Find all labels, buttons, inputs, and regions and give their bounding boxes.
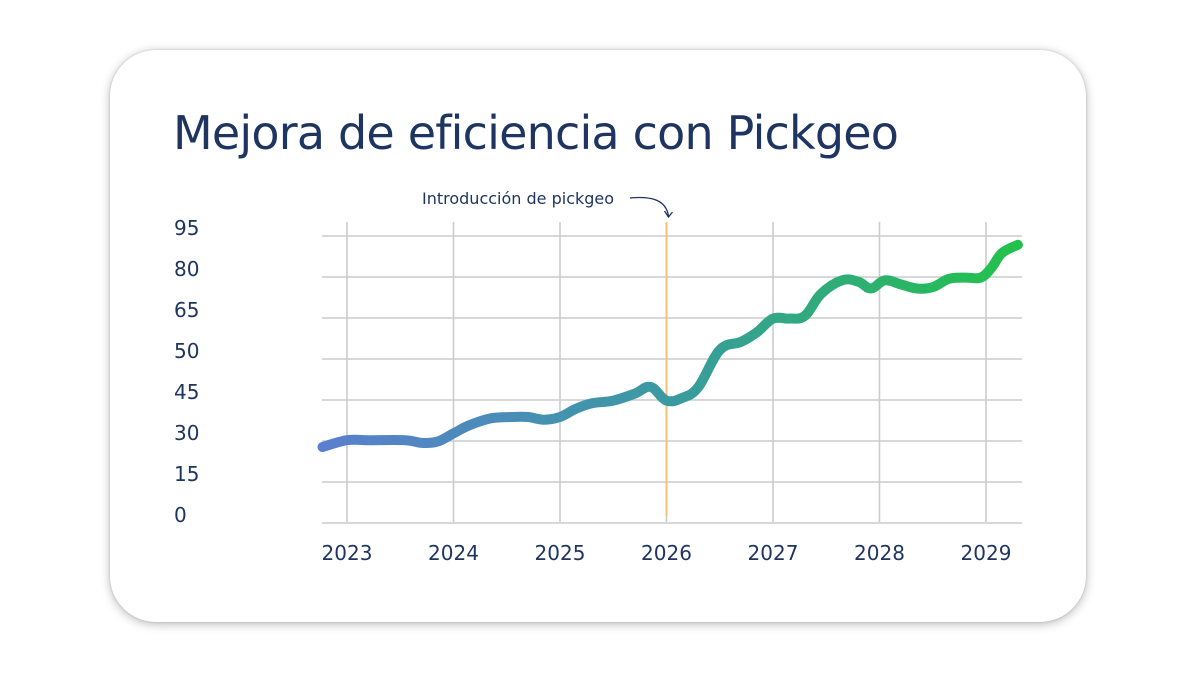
y-tick-label: 80 (174, 257, 199, 281)
x-tick-label: 2023 (322, 541, 373, 565)
x-axis: 2023 2024 2025 2026 2027 2028 2029 (322, 541, 1012, 565)
x-tick-label: 2026 (641, 541, 692, 565)
x-tick-label: 2029 (961, 541, 1012, 565)
y-tick-label: 30 (174, 421, 199, 445)
annotation-group: Introducción de pickgeo (422, 189, 674, 516)
y-tick-label: 95 (174, 216, 199, 240)
x-tick-label: 2027 (748, 541, 799, 565)
y-tick-label: 45 (174, 380, 199, 404)
x-tick-label: 2025 (535, 541, 586, 565)
grid (322, 222, 1022, 524)
chart-title: Mejora de eficiencia con Pickgeo (173, 106, 899, 160)
y-tick-label: 65 (174, 298, 199, 322)
chart-card (110, 50, 1086, 622)
series-line (317, 239, 1023, 452)
y-tick-label: 50 (174, 339, 199, 363)
annotation-arrowhead (663, 210, 674, 219)
y-axis: 95 80 65 50 45 30 15 0 (174, 216, 199, 527)
annotation-label: Introducción de pickgeo (422, 189, 614, 208)
x-tick-label: 2024 (428, 541, 479, 565)
annotation-arrow (629, 196, 670, 217)
x-tick-label: 2028 (854, 541, 905, 565)
y-tick-label: 0 (174, 503, 187, 527)
y-tick-label: 15 (174, 462, 199, 486)
series-group (317, 239, 1023, 452)
